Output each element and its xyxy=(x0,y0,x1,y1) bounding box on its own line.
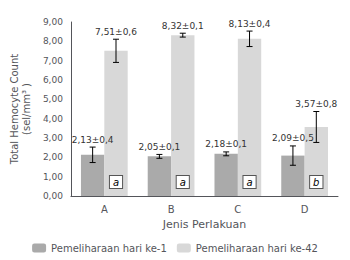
svg-text:a: a xyxy=(180,177,186,188)
svg-text:2,18±0,1: 2,18±0,1 xyxy=(205,139,247,149)
svg-text:a: a xyxy=(113,177,119,188)
svg-text:C: C xyxy=(234,204,241,215)
svg-text:4,00: 4,00 xyxy=(43,114,63,124)
svg-text:2,09±0,5: 2,09±0,5 xyxy=(272,133,314,143)
svg-text:2,13±0,4: 2,13±0,4 xyxy=(72,135,114,145)
svg-text:8,32±0,1: 8,32±0,1 xyxy=(162,21,204,31)
svg-text:9,00: 9,00 xyxy=(43,17,63,27)
svg-text:Jenis Perlakuan: Jenis Perlakuan xyxy=(162,218,246,231)
svg-text:A: A xyxy=(101,204,108,215)
svg-text:7,00: 7,00 xyxy=(43,56,63,66)
svg-text:3,57±0,8: 3,57±0,8 xyxy=(295,99,337,109)
svg-text:D: D xyxy=(301,204,309,215)
svg-text:Pemeliharaan hari ke-1: Pemeliharaan hari ke-1 xyxy=(51,243,167,254)
svg-text:3,00: 3,00 xyxy=(43,133,63,143)
svg-text:8,13±0,4: 8,13±0,4 xyxy=(229,19,271,29)
svg-text:5,00: 5,00 xyxy=(43,94,63,104)
svg-text:Pemeliharaan hari ke-42: Pemeliharaan hari ke-42 xyxy=(196,243,318,254)
svg-text:2,00: 2,00 xyxy=(43,152,63,162)
svg-text:0,00: 0,00 xyxy=(43,191,63,201)
svg-text:6,00: 6,00 xyxy=(43,75,63,85)
svg-text:a: a xyxy=(246,177,252,188)
svg-text:b: b xyxy=(313,177,319,188)
svg-text:Total Hemocyte Count: Total Hemocyte Count xyxy=(9,54,20,166)
svg-text:(sel/mm³ ): (sel/mm³ ) xyxy=(21,83,32,135)
svg-text:1,00: 1,00 xyxy=(43,172,63,182)
svg-text:7,51±0,6: 7,51±0,6 xyxy=(95,27,137,37)
svg-text:B: B xyxy=(168,204,175,215)
svg-text:8,00: 8,00 xyxy=(43,36,63,46)
svg-text:2,05±0,1: 2,05±0,1 xyxy=(138,142,180,152)
